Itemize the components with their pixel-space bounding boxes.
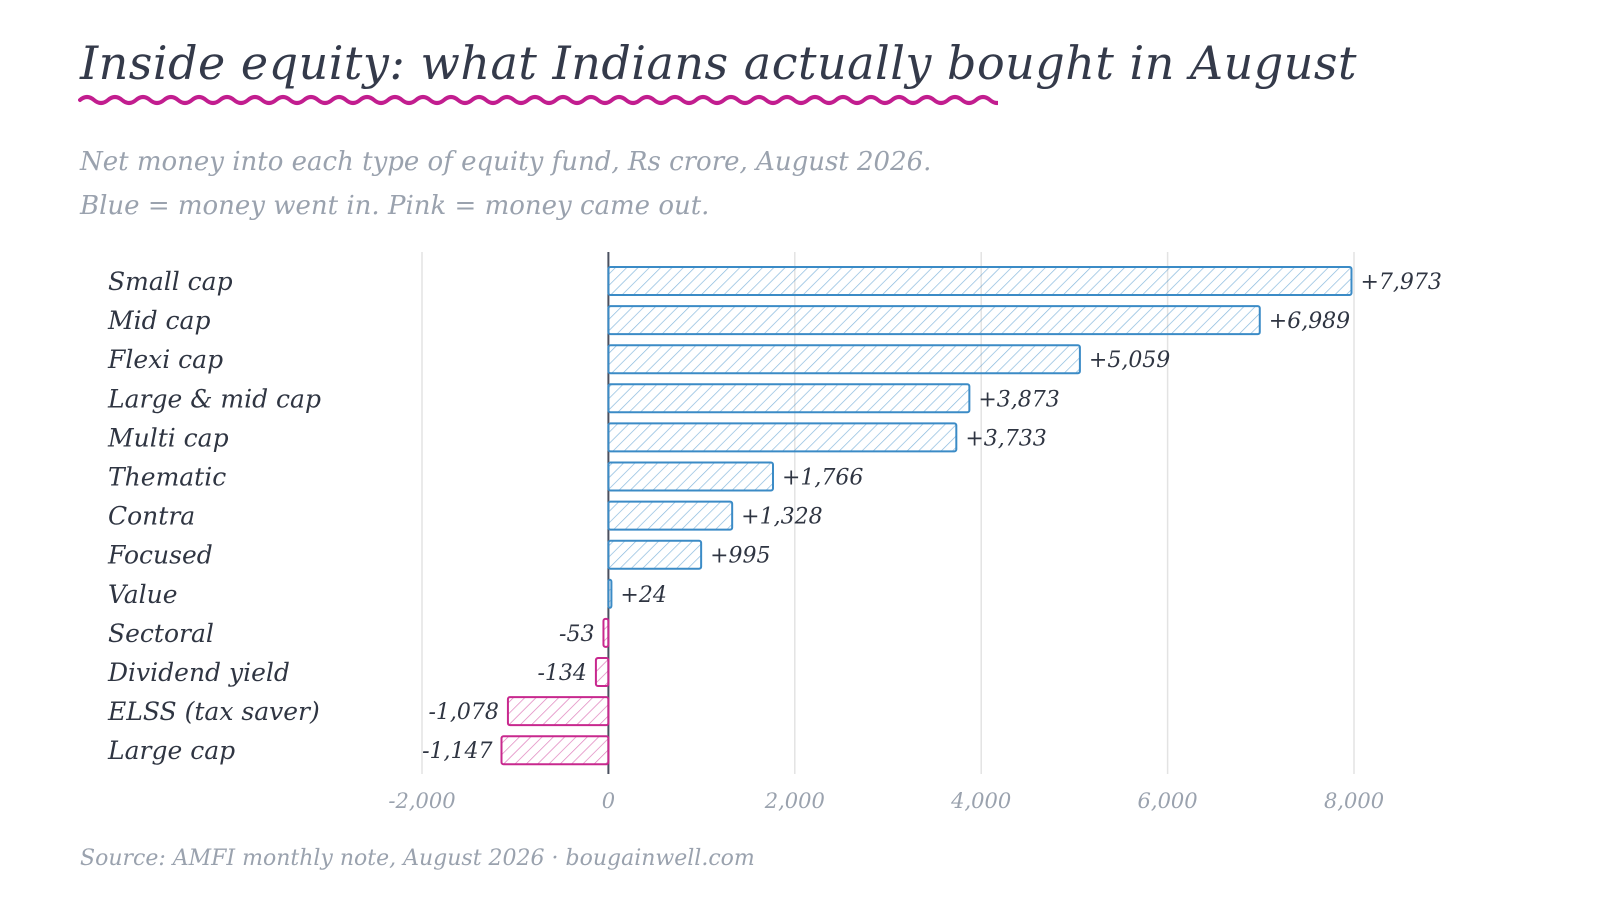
category-label: Mid cap [107,306,210,335]
x-tick-label: 4,000 [950,789,1011,813]
bar [607,383,971,414]
bar [607,578,613,609]
category-label: Flexi cap [107,345,223,374]
category-label: Multi cap [107,423,229,452]
x-tick-label: -2,000 [388,789,455,813]
category-label: ELSS (tax saver) [107,697,320,726]
x-tick-label: 2,000 [764,789,825,813]
value-label: -53 [559,622,594,647]
bar [602,617,610,648]
x-tick-label: 8,000 [1324,789,1384,813]
chart-subtitle: Net money into each type of equity fund,… [80,140,931,228]
value-label: +24 [620,583,666,608]
subtitle-line-2: Blue = money went in. Pink = money came … [80,191,710,221]
value-label: -1,147 [422,739,492,764]
x-tick-label: 0 [602,789,615,813]
category-label: Large & mid cap [107,384,321,413]
category-label: Focused [107,541,213,570]
category-label: Large cap [107,736,235,765]
bar [506,696,610,727]
category-label: Thematic [108,463,226,492]
category-label: Value [108,580,178,609]
bar [607,266,1353,296]
value-label: -1,078 [429,700,499,725]
category-label: Contra [108,502,195,531]
category-label: Sectoral [108,619,214,648]
bar [607,461,774,492]
value-label: +7,973 [1360,270,1441,295]
bar [607,422,958,453]
bar [607,539,703,570]
source-note: Source: AMFI monthly note, August 2026 ·… [80,846,755,871]
chart-title: Inside equity: what Indians actually bou… [80,36,1357,90]
subtitle-line-1: Net money into each type of equity fund,… [80,147,932,177]
value-label: +1,328 [741,505,822,530]
value-label: +3,733 [965,426,1046,451]
title-underline [78,95,998,105]
x-tick-label: 6,000 [1138,789,1198,813]
value-label: +5,059 [1089,348,1170,373]
bar [607,305,1261,336]
value-label: +1,766 [782,466,863,491]
value-label: +995 [710,544,770,569]
category-label: Small cap [108,267,233,296]
bar [500,735,610,766]
bar [594,657,610,687]
value-label: -134 [537,661,586,686]
bar [607,500,734,531]
bar [607,344,1081,375]
category-label: Dividend yield [107,658,290,687]
value-label: +3,873 [978,387,1059,412]
value-label: +6,989 [1269,309,1350,334]
